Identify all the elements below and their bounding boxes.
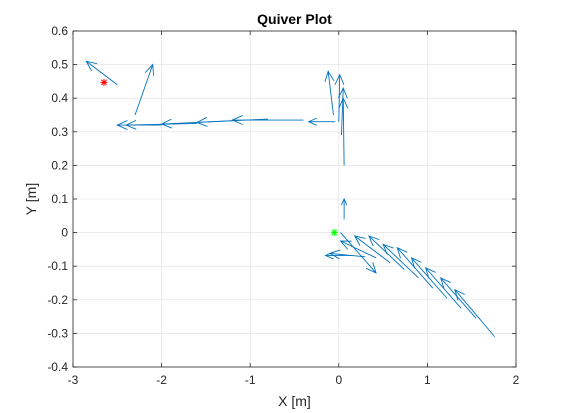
axis-ticks: -3 -2 -1 0 1 2 -0.4 -0.3 -0.2 -0.1 0 0.1 0.2 0.3 0.4 0.… xyxy=(47,24,519,387)
quiver-arrow xyxy=(134,63,155,116)
arrow-shaft xyxy=(454,289,496,338)
x-tick-label: 1 xyxy=(424,373,431,387)
arrow-head xyxy=(144,63,155,76)
arrow-shaft xyxy=(342,98,345,166)
quiver-arrow xyxy=(85,60,118,86)
arrow-shaft xyxy=(134,64,154,116)
arrow-shaft xyxy=(396,247,434,289)
arrow-shaft xyxy=(341,88,344,136)
x-axis-label: X [m] xyxy=(278,393,311,409)
x-tick-label: -1 xyxy=(245,373,256,387)
arrow-head xyxy=(353,235,366,246)
quiver-arrow xyxy=(410,256,448,299)
arrow-shaft xyxy=(340,232,377,274)
arrow-head xyxy=(337,87,348,99)
arrow-shaft xyxy=(440,277,477,319)
arrow-head xyxy=(324,70,335,82)
quiver-arrow xyxy=(340,197,348,220)
plot-area xyxy=(85,60,496,338)
y-tick-label: -0.1 xyxy=(47,259,68,273)
quiver-arrow xyxy=(307,117,336,126)
arrow-shaft xyxy=(411,257,448,299)
arrow-head xyxy=(324,251,334,260)
arrow-head xyxy=(334,73,345,85)
quiver-arrow xyxy=(424,267,462,309)
arrow-head xyxy=(231,115,243,125)
quiver-arrow xyxy=(116,120,162,130)
x-tick-label: 2 xyxy=(513,373,520,387)
arrow-shaft xyxy=(86,60,118,86)
quiver-arrow xyxy=(396,246,434,289)
x-tick-label: -2 xyxy=(156,373,167,387)
x-tick-label: 0 xyxy=(335,373,342,387)
star-marker xyxy=(100,78,108,86)
quiver-arrow xyxy=(368,235,405,270)
arrow-head xyxy=(85,60,98,72)
arrow-head xyxy=(439,277,451,289)
quiver-arrow xyxy=(353,235,391,264)
y-tick-label: 0.1 xyxy=(51,192,68,206)
y-tick-label: 0.6 xyxy=(51,24,68,38)
star-marker xyxy=(330,229,338,237)
arrow-head xyxy=(307,117,317,126)
quiver-arrow xyxy=(382,243,419,279)
arrow-shaft xyxy=(425,267,462,309)
quiver-arrow xyxy=(340,232,377,274)
quiver-arrow xyxy=(324,70,335,116)
arrow-head xyxy=(368,235,380,247)
arrow-shaft xyxy=(338,74,341,122)
arrow-head xyxy=(396,246,408,259)
arrow-head xyxy=(116,120,128,130)
quiver-arrow xyxy=(334,73,345,122)
y-tick-label: 0.2 xyxy=(51,158,68,172)
y-tick-label: -0.4 xyxy=(47,360,68,374)
y-tick-label: 0.3 xyxy=(51,125,68,139)
x-tick-label: -3 xyxy=(68,373,79,387)
arrow-shaft xyxy=(368,235,405,270)
arrow-shaft xyxy=(354,235,391,264)
arrow-head xyxy=(410,256,422,269)
y-tick-label: 0.4 xyxy=(51,91,68,105)
arrow-shaft xyxy=(382,244,419,279)
y-tick-label: -0.3 xyxy=(47,326,68,340)
marker-stroke xyxy=(331,229,338,236)
arrow-head xyxy=(340,197,348,206)
y-tick-label: 0 xyxy=(61,226,68,240)
chart-title: Quiver Plot xyxy=(257,11,332,27)
y-tick-label: 0.5 xyxy=(51,58,68,72)
arrow-head xyxy=(424,267,436,279)
arrow-head xyxy=(365,262,377,274)
arrow-head xyxy=(382,243,394,255)
arrow-shaft xyxy=(327,71,334,116)
quiver-arrow xyxy=(439,277,477,319)
y-axis-label: Y [m] xyxy=(23,183,39,215)
marker-stroke xyxy=(101,79,107,86)
quiver-arrow xyxy=(324,251,353,260)
y-tick-label: -0.2 xyxy=(47,293,68,307)
quiver-arrow xyxy=(337,87,348,136)
arrow-shaft xyxy=(340,240,377,259)
